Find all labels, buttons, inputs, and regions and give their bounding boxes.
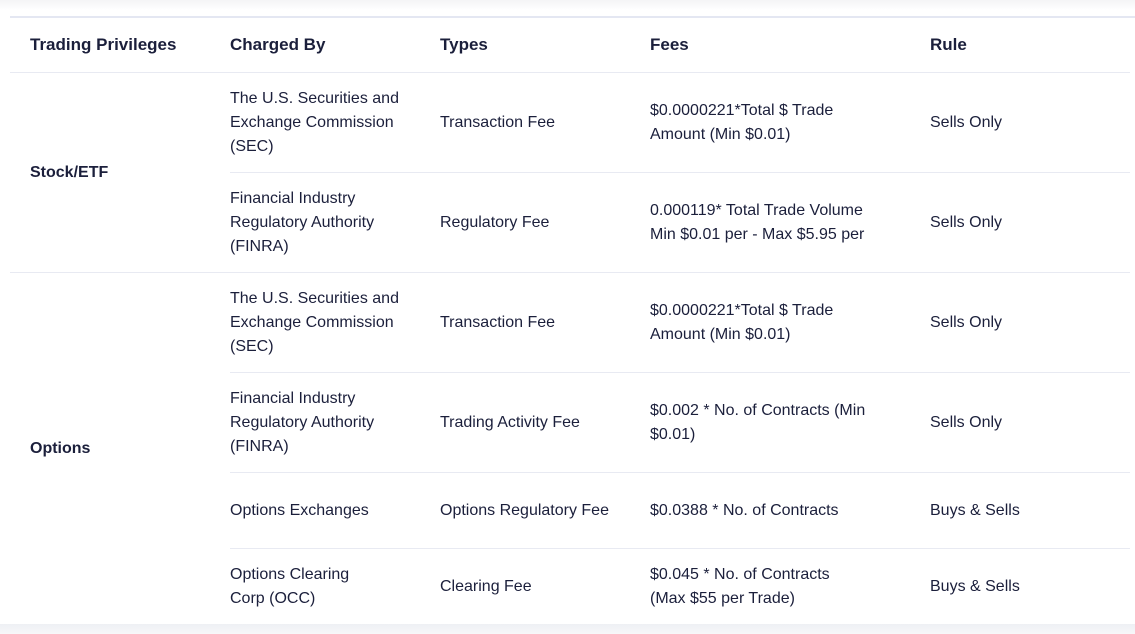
table-top-border [10, 16, 1135, 18]
charged-by-cell: Options Exchanges [230, 472, 440, 549]
fee-cell: $0.002 * No. of Contracts (Min $0.01) [650, 372, 930, 473]
table-row: Financial Industry Regulatory Authority … [10, 172, 1130, 273]
header-trading-privileges: Trading Privileges [10, 18, 230, 73]
charged-by-cell: Financial Industry Regulatory Authority … [230, 372, 440, 473]
privilege-cell: Stock/ETF [10, 72, 230, 273]
rule-cell: Sells Only [930, 72, 1130, 173]
rule-cell: Sells Only [930, 172, 1130, 273]
regulatory-fees-table: Trading Privileges Charged By Types Fees… [10, 18, 1130, 625]
type-cell: Regulatory Fee [440, 172, 650, 273]
type-cell: Options Regulatory Fee [440, 472, 650, 549]
charged-by-cell: The U.S. Securities and Exchange Commiss… [230, 272, 440, 373]
charged-by-cell: Financial Industry Regulatory Authority … [230, 172, 440, 273]
header-rule: Rule [930, 18, 1130, 73]
type-cell: Transaction Fee [440, 272, 650, 373]
fee-cell: $0.0388 * No. of Contracts [650, 472, 930, 549]
table-row: Options The U.S. Securities and Exchange… [10, 272, 1130, 625]
type-cell: Trading Activity Fee [440, 372, 650, 473]
rule-cell: Buys & Sells [930, 548, 1130, 625]
table-row: Financial Industry Regulatory Authority … [10, 372, 1130, 473]
header-charged-by: Charged By [230, 18, 440, 73]
type-cell: Transaction Fee [440, 72, 650, 173]
table-row: Options Clearing Corp (OCC) Clearing Fee… [10, 548, 1130, 625]
fee-cell: $0.045 * No. of Contracts (Max $55 per T… [650, 548, 930, 625]
fee-cell: 0.000119* Total Trade Volume Min $0.01 p… [650, 172, 930, 273]
privilege-cell: Options [10, 272, 230, 625]
top-shade [0, 0, 1135, 10]
charged-by-cell: Options Clearing Corp (OCC) [230, 548, 440, 625]
charged-by-cell: The U.S. Securities and Exchange Commiss… [230, 72, 440, 173]
rule-cell: Sells Only [930, 272, 1130, 373]
type-cell: Clearing Fee [440, 548, 650, 625]
rule-cell: Sells Only [930, 372, 1130, 473]
table-row: Stock/ETF The U.S. Securities and Exchan… [10, 72, 1130, 273]
fee-cell: $0.0000221*Total $ Trade Amount (Min $0.… [650, 72, 930, 173]
table-row: Options Exchanges Options Regulatory Fee… [10, 472, 1130, 549]
fee-cell: $0.0000221*Total $ Trade Amount (Min $0.… [650, 272, 930, 373]
rule-cell: Buys & Sells [930, 472, 1130, 549]
header-row: Trading Privileges Charged By Types Fees… [10, 18, 1130, 73]
bottom-shade [0, 624, 1135, 634]
header-types: Types [440, 18, 650, 73]
header-fees: Fees [650, 18, 930, 73]
